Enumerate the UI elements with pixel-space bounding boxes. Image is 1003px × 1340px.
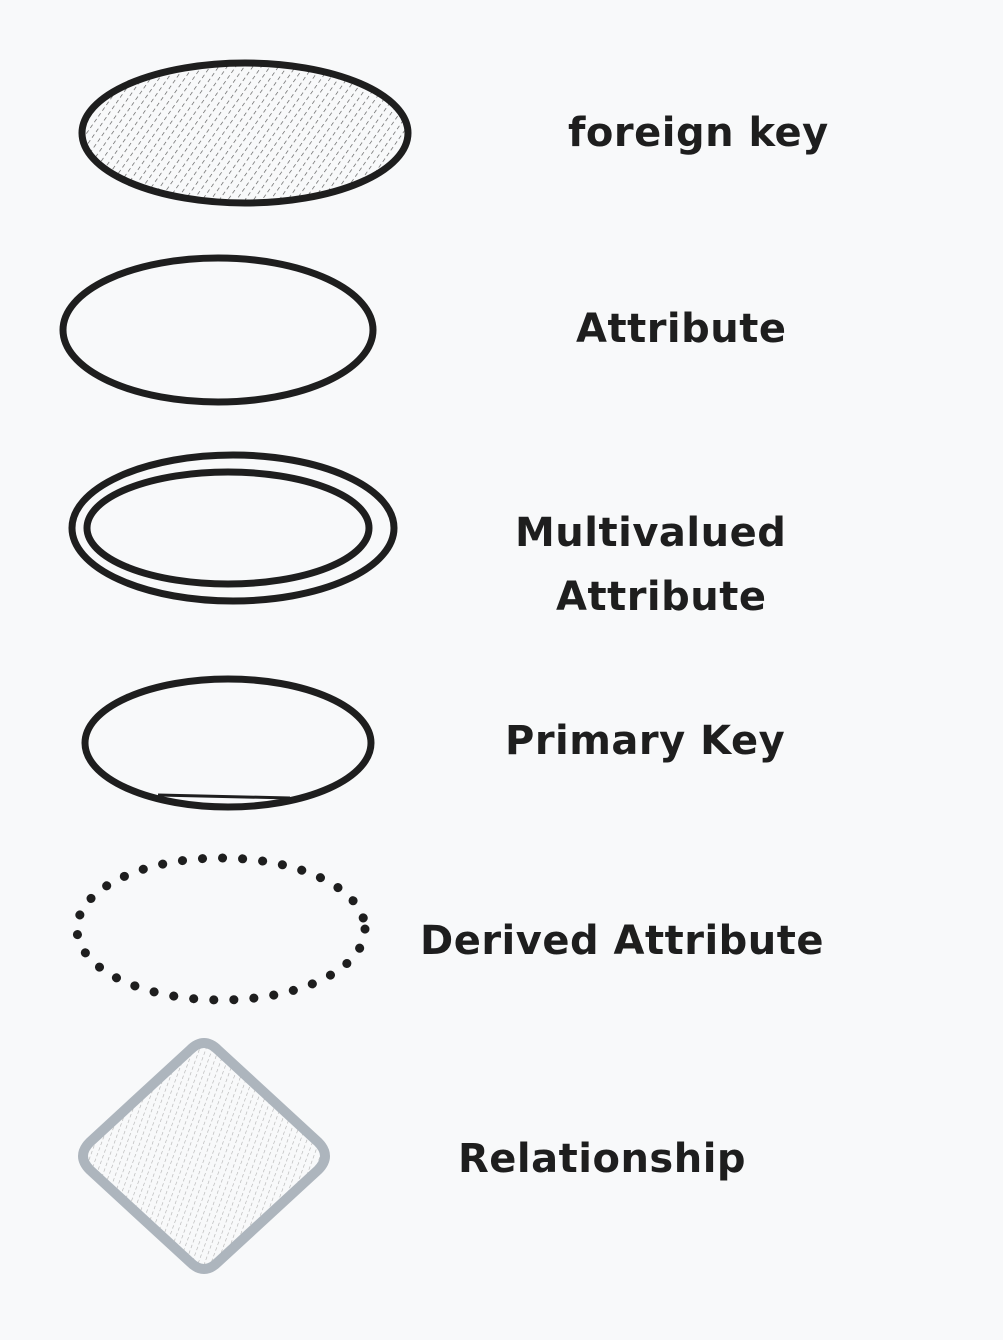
relationship-label: Relationship (458, 1136, 746, 1182)
multivalued-attribute-row: Multivalued Attribute (68, 451, 786, 620)
attribute-row: Attribute (59, 254, 787, 406)
derived-attribute-label: Derived Attribute (420, 918, 824, 964)
multivalued-outer-ellipse (68, 451, 398, 605)
attribute-shape (59, 254, 377, 406)
relationship-shape (78, 1038, 330, 1274)
multivalued-label-line2: Attribute (556, 574, 767, 620)
foreign-key-shape (78, 59, 412, 207)
primary-key-shape (81, 675, 375, 811)
multivalued-label-line1: Multivalued (515, 510, 786, 556)
multivalued-inner-ellipse (83, 468, 373, 588)
attribute-label: Attribute (576, 306, 787, 352)
primary-key-label: Primary Key (505, 718, 785, 764)
foreign-key-label: foreign key (568, 110, 829, 156)
relationship-row: Relationship (78, 1038, 746, 1274)
derived-attribute-row: Derived Attribute (72, 853, 824, 1005)
primary-key-row: Primary Key (81, 675, 785, 811)
derived-attribute-shape (72, 853, 370, 1005)
primary-key-underline (157, 793, 291, 800)
foreign-key-row: foreign key (78, 59, 829, 207)
